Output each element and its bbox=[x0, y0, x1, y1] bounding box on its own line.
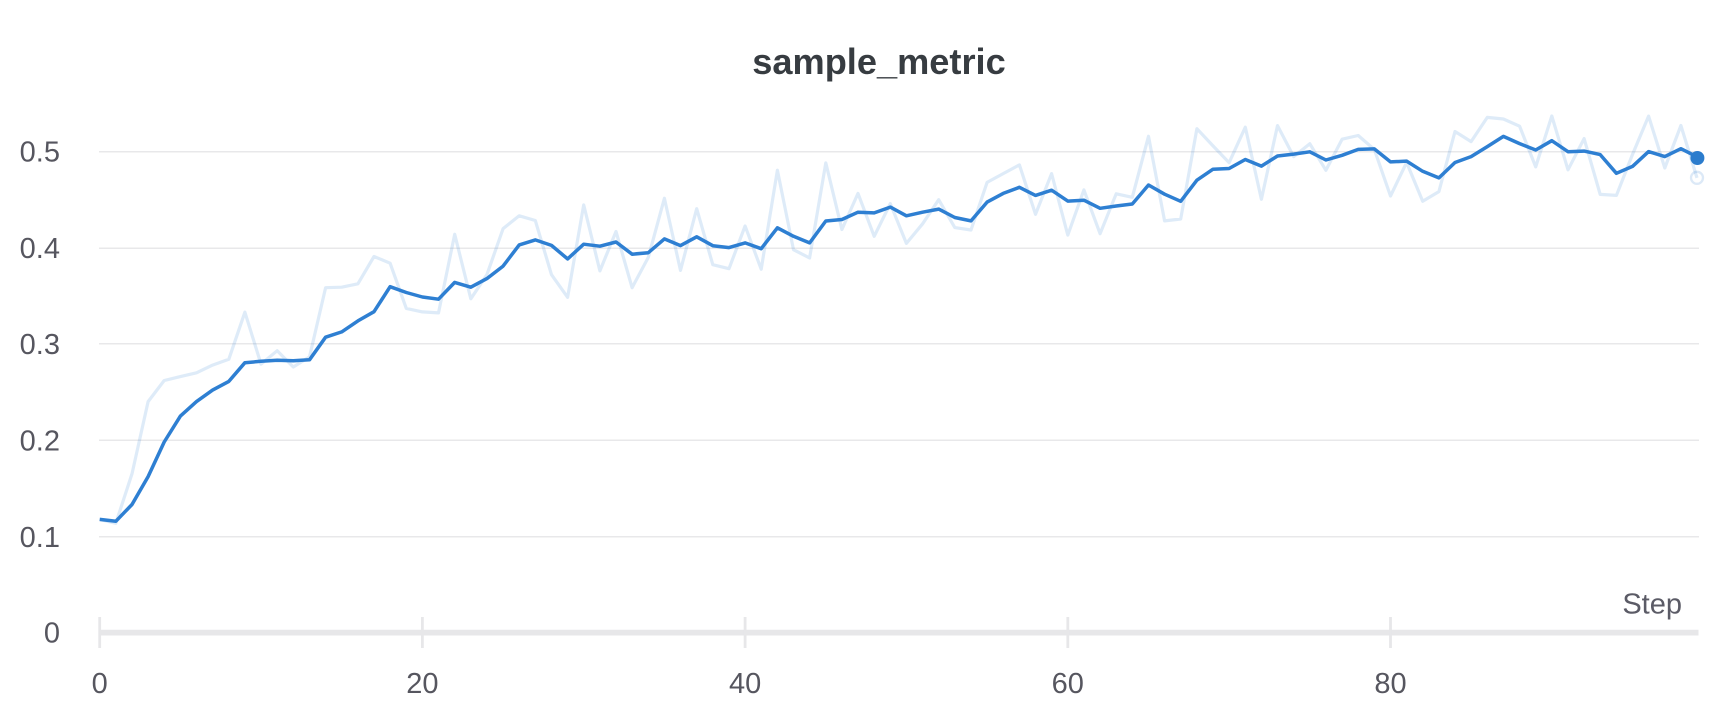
svg-text:0.1: 0.1 bbox=[20, 522, 60, 554]
svg-text:0.5: 0.5 bbox=[20, 137, 60, 169]
svg-text:Step: Step bbox=[1622, 589, 1682, 621]
svg-text:60: 60 bbox=[1052, 668, 1084, 700]
svg-text:40: 40 bbox=[729, 668, 761, 700]
svg-text:0: 0 bbox=[44, 617, 60, 649]
svg-text:80: 80 bbox=[1374, 668, 1406, 700]
svg-text:0: 0 bbox=[92, 668, 108, 700]
svg-text:0.3: 0.3 bbox=[20, 329, 60, 361]
svg-text:0.4: 0.4 bbox=[20, 233, 60, 265]
svg-text:0.2: 0.2 bbox=[20, 425, 60, 457]
svg-text:20: 20 bbox=[406, 668, 438, 700]
svg-text:sample_metric: sample_metric bbox=[752, 41, 1005, 82]
